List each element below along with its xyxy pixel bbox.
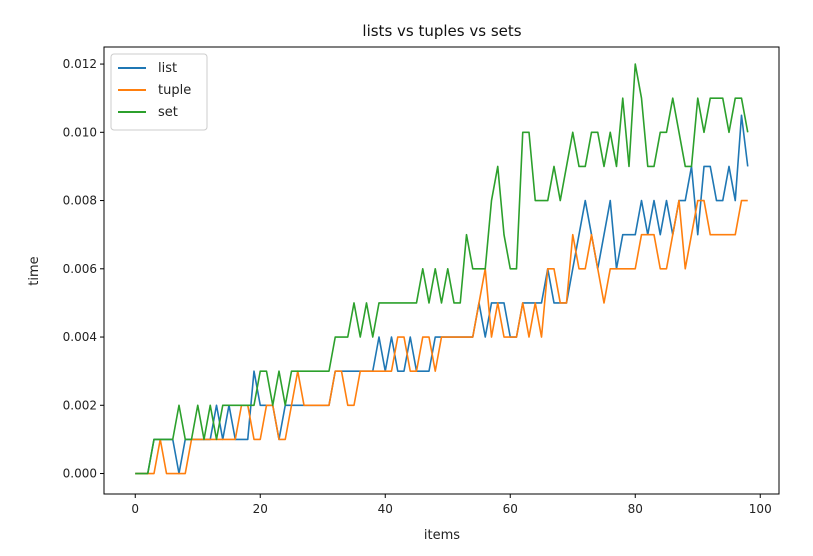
series-line-set [135, 63, 749, 475]
y-axis-label: time [27, 256, 42, 285]
legend-label-list: list [158, 61, 177, 76]
series-line-list [135, 114, 749, 475]
x-tick-label: 80 [628, 502, 643, 516]
x-tick-label: 100 [749, 502, 772, 516]
chart-title: lists vs tuples vs sets [362, 22, 521, 40]
y-axis: 0.000 0.002 0.004 0.006 0.008 0.010 0.012 [63, 57, 104, 481]
plot-area-frame [103, 46, 780, 495]
y-tick-label: 0.010 [63, 125, 97, 139]
y-tick-label: 0.000 [63, 467, 97, 481]
x-axis-label: items [424, 528, 460, 543]
legend: list tuple set [110, 53, 208, 131]
y-tick-label: 0.008 [63, 194, 97, 208]
legend-label-set: set [158, 105, 178, 120]
x-tick-label: 0 [131, 502, 139, 516]
series-line-tuple [135, 199, 748, 475]
legend-label-tuple: tuple [158, 83, 191, 98]
y-tick-label: 0.006 [63, 262, 97, 276]
x-tick-label: 20 [253, 502, 268, 516]
x-tick-label: 60 [503, 502, 518, 516]
x-axis: 0 20 40 60 80 100 [131, 494, 772, 516]
y-tick-label: 0.002 [63, 398, 97, 412]
y-tick-label: 0.004 [63, 330, 97, 344]
x-tick-label: 40 [378, 502, 393, 516]
series-lines [135, 63, 749, 475]
y-tick-label: 0.012 [63, 57, 97, 71]
